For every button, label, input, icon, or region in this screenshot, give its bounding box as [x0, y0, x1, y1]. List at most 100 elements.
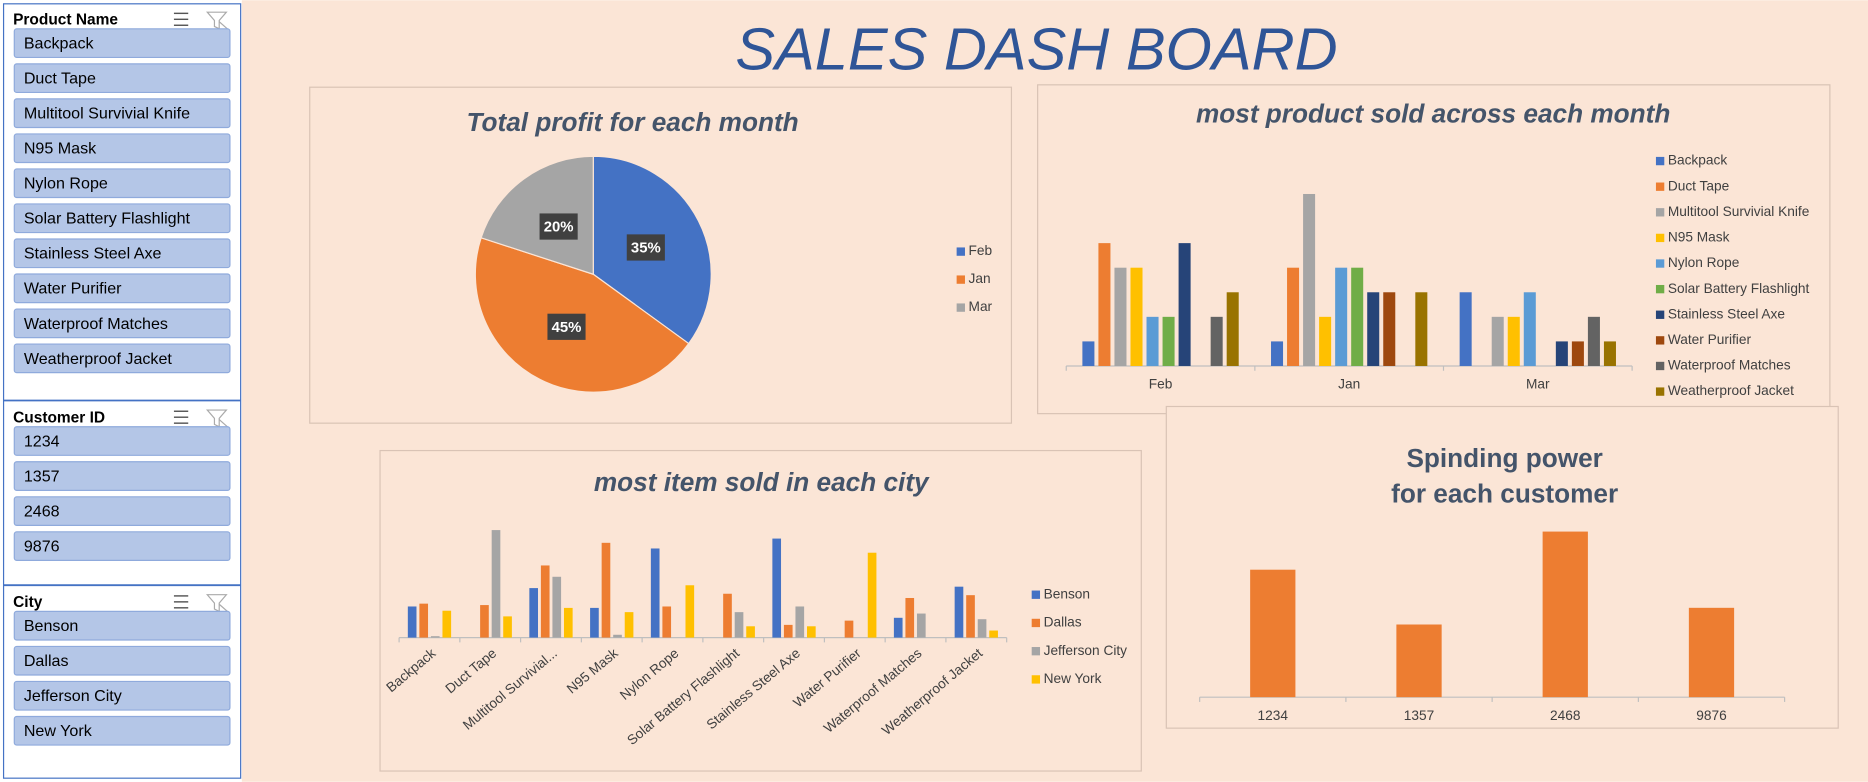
bar [503, 616, 512, 638]
bar [442, 610, 452, 638]
slicer-item[interactable] [13, 531, 231, 562]
bar [1542, 531, 1588, 698]
bar [1491, 316, 1504, 366]
legend-label: Backpack [1668, 153, 1727, 168]
slicer-item-label[interactable]: Backpack [24, 35, 95, 53]
slicer-item-label[interactable]: Nylon Rope [24, 175, 108, 193]
bar [1396, 624, 1442, 698]
bar [746, 626, 755, 638]
legend-swatch [956, 247, 965, 256]
slicer-item[interactable] [13, 168, 231, 199]
slicer-item-label[interactable]: Weatherproof Jacket [24, 350, 173, 368]
legend-label: N95 Mask [1668, 230, 1730, 245]
legend-swatch [1655, 233, 1665, 243]
bar [650, 548, 660, 638]
slicer-item[interactable] [13, 343, 231, 374]
bar [1415, 292, 1428, 366]
slicer-item-label[interactable]: Duct Tape [24, 70, 96, 88]
slicer-item[interactable] [13, 203, 231, 234]
bar [977, 619, 987, 638]
bar [1178, 243, 1191, 366]
bar [590, 607, 599, 638]
data-label: 35% [631, 241, 661, 257]
legend-label: Nylon Rope [1668, 255, 1740, 270]
bar [1319, 316, 1332, 366]
slicer-item[interactable] [13, 98, 231, 129]
legend-label: Feb [969, 243, 993, 258]
slicer-item-label[interactable]: Solar Battery Flashlight [24, 210, 191, 228]
slicer-item-label[interactable]: 1234 [24, 432, 60, 450]
legend-label: Dallas [1044, 615, 1082, 630]
legend-label: Solar Battery Flashlight [1668, 281, 1810, 296]
slicer-item[interactable] [13, 308, 231, 339]
bar [1098, 243, 1111, 366]
slicer-item[interactable] [13, 496, 231, 526]
bar [1082, 341, 1095, 366]
slicer-item-label[interactable]: Multitool Survivial Knife [24, 105, 190, 123]
legend-label: New York [1044, 671, 1102, 686]
dashboard-title: SALES DASH BOARD [735, 16, 1337, 83]
bar [867, 552, 877, 638]
bar [563, 607, 573, 638]
slicer-item-label[interactable]: Water Purifier [24, 280, 122, 298]
slicer-item[interactable] [13, 133, 231, 164]
bar [1523, 292, 1536, 366]
chart-title: for each customer [1391, 479, 1618, 509]
chart-title: Spinding power [1406, 443, 1602, 473]
data-label-box [547, 313, 586, 340]
legend-label: Jan [969, 271, 991, 286]
x-tick-label: 1357 [1404, 708, 1434, 723]
bar [1459, 292, 1472, 366]
bar [552, 576, 562, 638]
legend-swatch [1031, 675, 1041, 684]
slicer-item[interactable] [13, 461, 231, 491]
slicer-item[interactable] [13, 680, 231, 711]
slicer-item-label[interactable]: N95 Mask [24, 140, 97, 158]
legend-label: Benson [1044, 586, 1090, 601]
bar [1367, 292, 1380, 366]
slicer-item[interactable] [13, 238, 231, 269]
slicer-item[interactable] [13, 645, 231, 676]
slicer-item-label[interactable]: Stainless Steel Axe [24, 245, 162, 263]
data-label: 45% [552, 320, 582, 336]
bar [807, 626, 816, 638]
legend-swatch [1031, 647, 1041, 656]
legend-swatch [956, 303, 965, 312]
legend-label: Mar [969, 299, 993, 314]
slicer-item-label[interactable]: 9876 [24, 538, 60, 556]
bar [1587, 316, 1600, 366]
legend-swatch [1655, 310, 1665, 319]
slicer-item-label[interactable]: Dallas [24, 652, 69, 670]
legend-swatch [1655, 208, 1665, 217]
slicer-item-label[interactable]: New York [24, 722, 93, 740]
bar [407, 606, 417, 638]
bar [1335, 267, 1348, 366]
slicer-item[interactable] [13, 715, 231, 746]
bar [905, 597, 915, 638]
bar [430, 636, 440, 638]
bar [480, 605, 489, 638]
slicer-item[interactable] [13, 28, 231, 59]
bar [1130, 267, 1143, 366]
bar [1146, 316, 1159, 366]
data-label-box [539, 213, 578, 240]
slicer-item[interactable] [13, 610, 231, 641]
legend-label: Multitool Survivial Knife [1668, 204, 1810, 219]
slicer-item-label[interactable]: 2468 [24, 503, 60, 521]
slicer-item[interactable] [13, 273, 231, 304]
data-label-box [626, 234, 665, 261]
bar [1351, 267, 1364, 366]
bar [662, 606, 672, 638]
data-label: 20% [544, 220, 574, 236]
slicer-item-label[interactable]: Waterproof Matches [24, 315, 168, 333]
slicer-item-label[interactable]: Benson [24, 617, 79, 635]
slicer-item[interactable] [13, 426, 231, 456]
bar [491, 530, 501, 638]
legend-swatch [1031, 590, 1041, 599]
slicer-item-label[interactable]: Jefferson City [24, 687, 122, 705]
slicer-item[interactable] [13, 63, 231, 94]
legend-swatch [1655, 284, 1665, 294]
legend-label: Weatherproof Jacket [1668, 383, 1794, 398]
slicer-item-label[interactable]: 1357 [24, 468, 60, 486]
legend-label: Waterproof Matches [1668, 358, 1791, 373]
